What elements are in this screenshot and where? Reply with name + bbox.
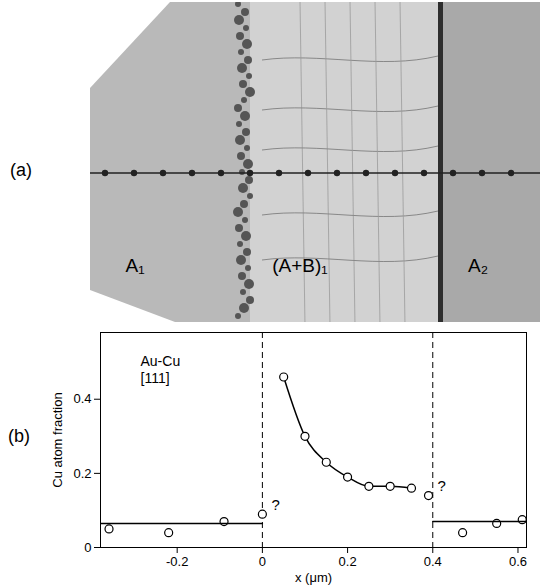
html-text:(a): (a) — [10, 160, 32, 180]
svg-text:A₁: A₁ — [125, 255, 144, 276]
svg-text:Au-Cu[111]: Au-Cu[111] — [141, 353, 181, 386]
svg-text:?: ? — [438, 477, 446, 494]
svg-text:x (μm): x (μm) — [295, 570, 332, 585]
svg-text:0: 0 — [84, 540, 91, 555]
svg-text:A₂: A₂ — [468, 255, 488, 276]
svg-text:(A+B)₁: (A+B)₁ — [272, 255, 328, 276]
svg-text:0.4: 0.4 — [73, 391, 91, 406]
svg-text:0.4: 0.4 — [424, 554, 442, 569]
svg-text:0: 0 — [259, 554, 266, 569]
svg-text:0.6: 0.6 — [509, 554, 527, 569]
svg-text:Cu atom fraction: Cu atom fraction — [50, 392, 65, 487]
html-text:(b): (b) — [8, 426, 30, 446]
svg-text:0.2: 0.2 — [339, 554, 357, 569]
svg-text:?: ? — [271, 496, 279, 513]
svg-text:-0.2: -0.2 — [166, 554, 188, 569]
svg-text:0.2: 0.2 — [73, 466, 91, 481]
